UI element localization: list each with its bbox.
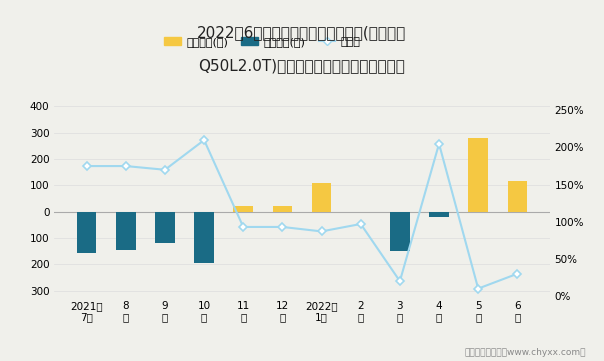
Bar: [507, 182, 527, 212]
Bar: [272, 206, 292, 212]
Bar: [390, 212, 410, 251]
Legend: 积压库存(辆), 清仓库存(辆), 产销率: 积压库存(辆), 清仓库存(辆), 产销率: [159, 32, 365, 52]
Bar: [77, 212, 97, 253]
Bar: [194, 212, 214, 263]
Bar: [468, 138, 488, 212]
Bar: [116, 212, 136, 250]
Bar: [155, 212, 175, 243]
Bar: [234, 206, 253, 212]
Text: 2022年6月英菲尼迪旗下最畅销轿车(英菲尼迪: 2022年6月英菲尼迪旗下最畅销轿车(英菲尼迪: [198, 25, 406, 40]
Text: Q50L2.0T)近一年库存情况及产销率统计图: Q50L2.0T)近一年库存情况及产销率统计图: [199, 58, 405, 73]
Bar: [429, 212, 449, 217]
Text: 制图：智研咨询（www.chyxx.com）: 制图：智研咨询（www.chyxx.com）: [464, 348, 586, 357]
Bar: [312, 183, 332, 212]
